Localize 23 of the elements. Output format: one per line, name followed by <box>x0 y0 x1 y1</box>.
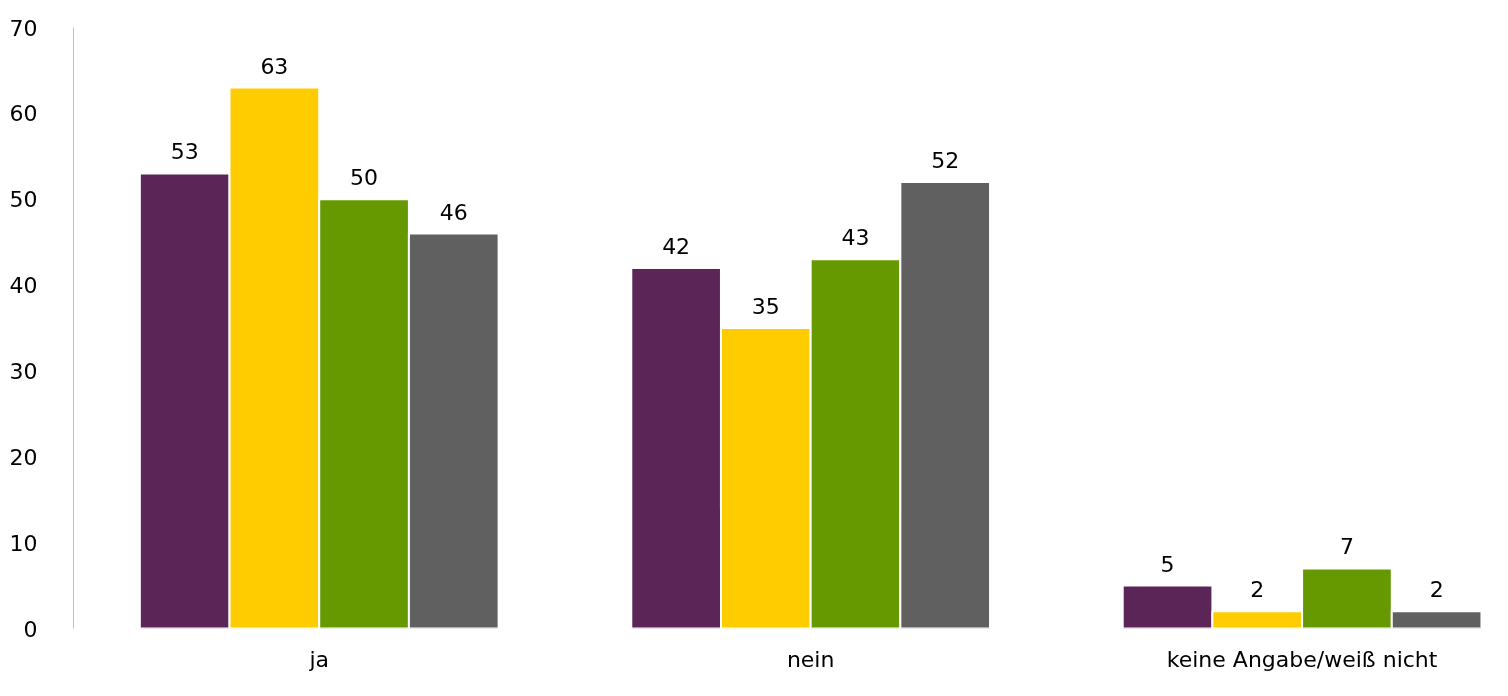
data-label: 42 <box>662 233 691 259</box>
x-tick-label: ja <box>308 646 330 672</box>
x-tick-label: keine Angabe/weiß nicht <box>1166 646 1438 672</box>
data-label: 2 <box>1250 577 1265 603</box>
data-label: 43 <box>841 225 870 251</box>
y-tick-label: 0 <box>23 616 38 642</box>
y-tick-label: 60 <box>9 101 38 127</box>
data-label: 2 <box>1429 577 1444 603</box>
y-tick-label: 30 <box>9 358 38 384</box>
y-tick-label: 10 <box>9 530 38 556</box>
data-label: 5 <box>1160 551 1175 577</box>
data-label: 7 <box>1339 534 1354 560</box>
data-label: 50 <box>350 165 379 191</box>
data-label: 35 <box>751 294 780 319</box>
data-label: 53 <box>170 139 199 165</box>
y-tick-label: 70 <box>9 15 38 41</box>
y-tick-label: 40 <box>9 273 38 299</box>
data-label: 63 <box>260 53 289 79</box>
y-tick-label: 50 <box>9 187 38 213</box>
x-tick-label: nein <box>786 646 835 672</box>
data-label: 46 <box>439 199 468 225</box>
data-label: 52 <box>931 148 960 174</box>
y-tick-label: 20 <box>9 444 38 470</box>
